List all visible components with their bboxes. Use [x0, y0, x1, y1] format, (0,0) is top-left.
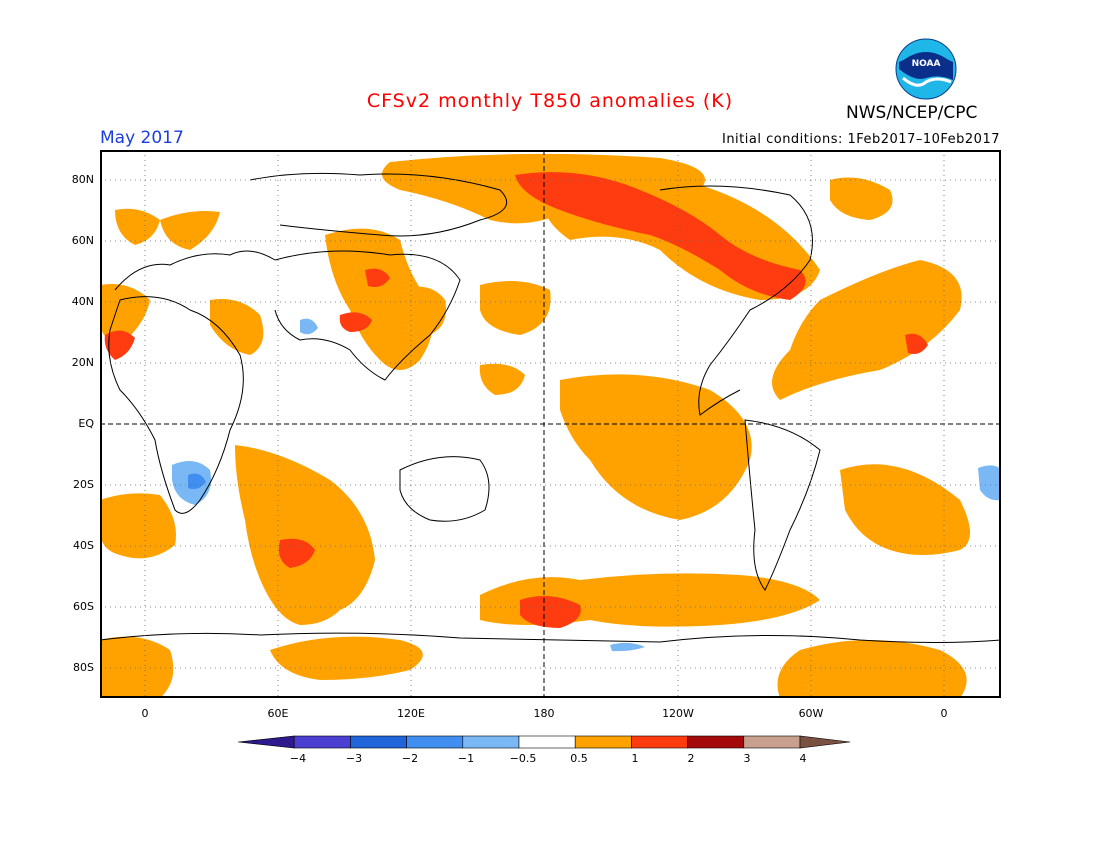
lat-label: 80N: [71, 173, 94, 186]
lat-label: 60S: [73, 600, 94, 613]
colorbar-swatch: [518, 735, 576, 749]
lon-label: 120E: [397, 707, 425, 720]
lon-label: 60E: [267, 707, 289, 720]
lat-label: 20S: [73, 478, 94, 491]
lon-label: 0: [141, 707, 149, 720]
lat-label: EQ: [78, 417, 94, 430]
noaa-logo: NOAA: [895, 38, 957, 100]
colorbar-arrow-high: [799, 735, 851, 749]
colorbar-label: 3: [743, 752, 751, 765]
lon-label: 180: [533, 707, 555, 720]
agency-label: NWS/NCEP/CPC: [846, 103, 978, 123]
colorbar-swatch: [631, 735, 688, 749]
colorbar-label: 2: [687, 752, 695, 765]
colorbar-label: 4: [799, 752, 807, 765]
colorbar-arrow-low: [238, 735, 295, 749]
colorbar-swatch: [687, 735, 745, 749]
strong-warm-anomaly-regions: [104, 172, 928, 628]
colorbar-swatch: [743, 735, 801, 749]
colorbar-label: 0.5: [570, 752, 588, 765]
map-frame: [100, 150, 1001, 698]
lat-label: 60N: [71, 234, 94, 247]
equator-dateline: [100, 150, 1001, 698]
lat-label: 20N: [71, 356, 94, 369]
lat-label: 40N: [71, 295, 94, 308]
colorbar-label: −1: [457, 752, 475, 765]
colorbar-swatch: [293, 735, 351, 749]
initial-conditions: Initial conditions: 1Feb2017–10Feb2017: [721, 132, 1000, 147]
coastlines: [100, 172, 1001, 643]
colorbar-swatch: [350, 735, 407, 749]
lon-label: 0: [940, 707, 948, 720]
lat-label: 80S: [73, 661, 94, 674]
colorbar-label: −3: [345, 752, 363, 765]
colorbar-label: −4: [289, 752, 307, 765]
colorbar-label: −0.5: [509, 752, 537, 765]
colorbar-swatch: [462, 735, 520, 749]
colorbar: [238, 735, 851, 749]
lon-label: 120W: [662, 707, 694, 720]
colorbar-label: −2: [401, 752, 419, 765]
forecast-period: May 2017: [100, 128, 184, 148]
gridlines: [100, 150, 1001, 698]
lat-label: 40S: [73, 539, 94, 552]
anomaly-map: [100, 150, 1001, 698]
strong-cool-anomaly-regions: [188, 473, 206, 490]
colorbar-swatch: [406, 735, 464, 749]
colorbar-swatch: [574, 735, 632, 749]
lon-label: 60W: [798, 707, 824, 720]
logo-text: NOAA: [912, 59, 941, 69]
chart-title: CFSv2 monthly T850 anomalies (K): [366, 90, 734, 112]
colorbar-label: 1: [631, 752, 639, 765]
